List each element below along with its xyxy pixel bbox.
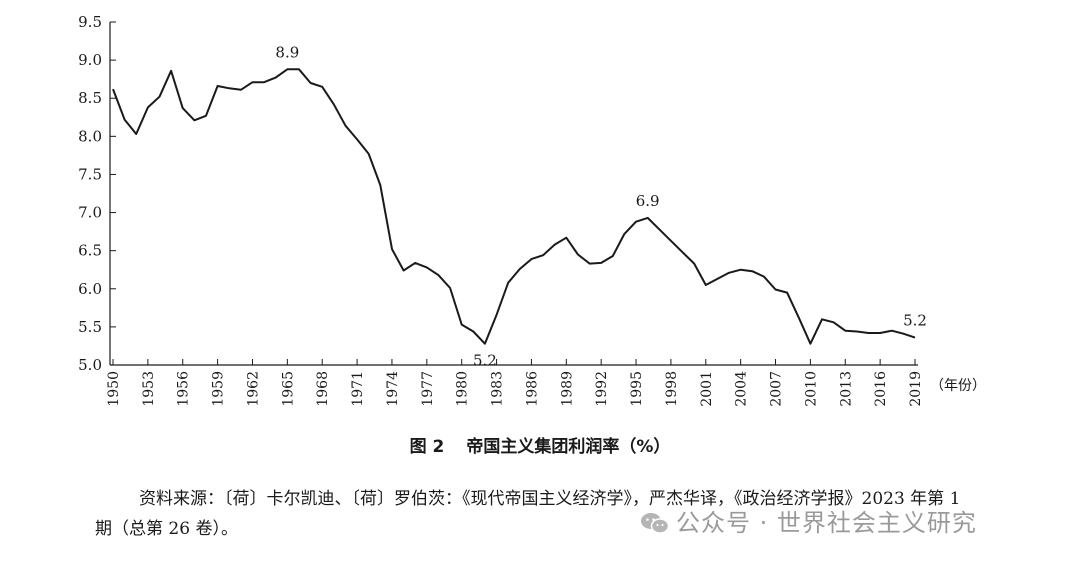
data-label: 8.9 (275, 43, 299, 61)
y-tick-label: 6.5 (78, 242, 102, 260)
x-tick-label: 1962 (245, 371, 261, 407)
x-tick-label: 1950 (106, 371, 122, 407)
x-tick-label: 2013 (838, 371, 854, 407)
source-note: 资料来源：〔荷〕卡尔凯迪、〔荷〕罗伯茨：《现代帝国主义经济学》，严杰华译，《政治… (95, 489, 961, 539)
data-label: 6.9 (636, 192, 660, 210)
x-tick-label: 2010 (803, 371, 819, 407)
y-tick-label: 8.5 (78, 89, 102, 107)
x-tick-label: 2004 (734, 371, 750, 407)
y-tick-label: 5.5 (78, 318, 102, 336)
watermark: 公众号 · 世界社会主义研究 (640, 503, 977, 538)
y-tick-label: 7.5 (78, 165, 102, 183)
x-tick-label: 1959 (211, 371, 227, 407)
data-label: 5.2 (903, 312, 927, 330)
x-tick-label: 1968 (315, 371, 331, 407)
x-tick-label: 2016 (873, 371, 889, 407)
x-tick-label: 1983 (490, 371, 506, 407)
x-tick-label: 1971 (350, 371, 366, 407)
x-tick-label: 1992 (594, 371, 610, 407)
figure-caption: 图 2 帝国主义集团利润率（%） (0, 432, 1080, 457)
wechat-icon (641, 513, 670, 534)
x-tick-label: 1998 (664, 371, 680, 407)
x-tick-label: 1953 (141, 371, 157, 407)
data-label: 5.2 (473, 352, 497, 370)
x-tick-label: 1956 (176, 371, 192, 407)
figure-number: 图 2 (409, 437, 445, 457)
y-tick-label: 5.0 (78, 356, 102, 374)
profit-rate-chart: 5.0 5.5 6.0 6.5 7.0 7.5 8.0 8.5 9.0 9.5 1950 1953 19… (78, 13, 986, 407)
x-tick-label: 1986 (524, 371, 540, 407)
figure-title: 帝国主义集团利润率（%） (466, 437, 671, 457)
x-tick-label: 2019 (908, 371, 924, 407)
x-axis-label: （年份） (930, 378, 986, 394)
x-tick-label: 2007 (769, 371, 785, 407)
y-tick-label: 9.0 (78, 51, 102, 69)
x-tick-label: 1974 (385, 371, 401, 407)
x-tick-label: 1965 (280, 371, 296, 407)
series-line (112, 68, 916, 345)
x-tick-label: 1977 (420, 371, 436, 407)
y-tick-label: 8.0 (78, 127, 102, 145)
x-tick-label: 1980 (455, 371, 471, 407)
y-tick-label: 9.5 (78, 13, 102, 31)
y-tick-label: 6.0 (78, 280, 102, 298)
x-tick-label: 1989 (559, 371, 575, 407)
y-tick-label: 7.0 (78, 204, 102, 222)
x-tick-label: 1995 (629, 371, 645, 407)
watermark-text: 公众号 · 世界社会主义研究 (676, 509, 977, 537)
x-tick-label: 2001 (699, 371, 715, 407)
